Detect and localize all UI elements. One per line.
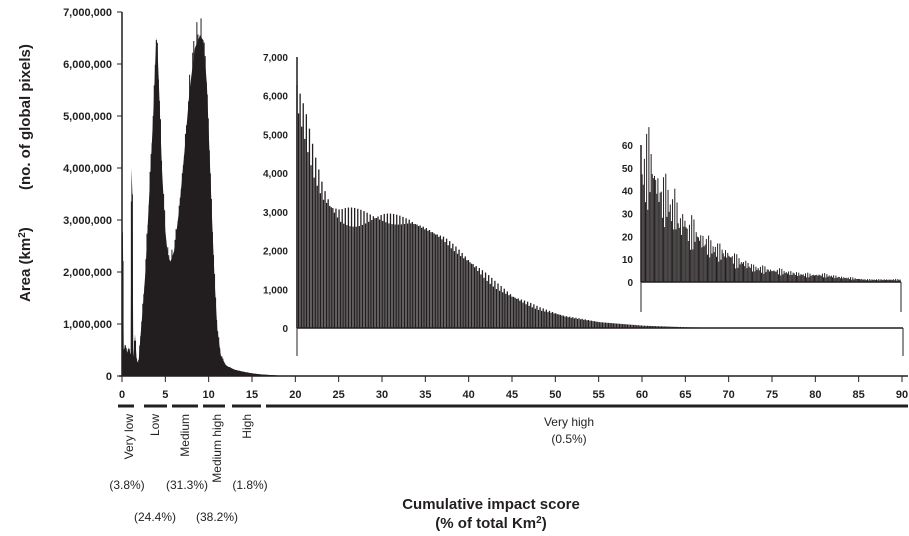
category-percent-low: (24.4%) (134, 510, 176, 524)
inset-1-bars (296, 84, 730, 328)
inset-2-y-tick-label: 0 (627, 278, 633, 289)
main-x-tick-label: 80 (809, 389, 821, 401)
main-x-tick-label: 85 (853, 389, 865, 401)
x-axis-title-line-1: Cumulative impact score (402, 496, 580, 513)
category-label-low: Low (148, 414, 162, 436)
category-label-very-low: Very low (122, 414, 136, 460)
category-percent-very-high: (0.5%) (551, 432, 586, 446)
x-axis-title-line-2: (% of total Km2) (435, 515, 546, 532)
category-percent-medium-high: (38.2%) (196, 510, 238, 524)
category-percent-high: (1.8%) (232, 478, 267, 492)
category-label-high: High (240, 414, 254, 439)
main-y-tick-label: 4,000,000 (63, 163, 112, 175)
main-y-tick-label: 6,000,000 (63, 59, 112, 71)
main-x-tick-label: 45 (506, 389, 518, 401)
category-percent-medium: (31.3%) (166, 478, 208, 492)
main-y-tick-label: 7,000,000 (63, 7, 112, 19)
y-axis-title-pixels: (no. of global pixels) (17, 44, 34, 190)
main-x-tick-label: 40 (463, 389, 475, 401)
main-x-tick-label: 0 (119, 389, 125, 401)
main-x-tick-label: 60 (636, 389, 648, 401)
category-percent-very-low: (3.8%) (109, 478, 144, 492)
main-y-tick-label: 0 (106, 371, 112, 383)
main-x-tick-label: 25 (333, 389, 345, 401)
inset-1-y-tick-label: 2,000 (263, 247, 288, 258)
main-x-tick-label: 5 (162, 389, 168, 401)
main-x-tick-label: 65 (679, 389, 691, 401)
main-x-tick-label: 35 (419, 389, 431, 401)
inset-2-y-tick-label: 60 (622, 141, 634, 152)
y-axis-title-area: Area (km2) (17, 227, 34, 302)
main-y-tick-label: 1,000,000 (63, 319, 112, 331)
inset-2-y-tick-label: 50 (622, 164, 634, 175)
inset-1-y-tick-label: 6,000 (263, 92, 288, 103)
main-x-tick-label: 90 (896, 389, 908, 401)
main-y-tick-label: 2,000,000 (63, 267, 112, 279)
inset-1-y-tick-label: 4,000 (263, 169, 288, 180)
inset-1-y-tick-label: 1,000 (263, 285, 288, 296)
category-label-medium: Medium (178, 414, 192, 457)
category-label-very-high: Very high (544, 415, 594, 429)
main-x-tick-label: 55 (593, 389, 605, 401)
main-x-tick-label: 15 (246, 389, 258, 401)
inset-1-y-tick-label: 5,000 (263, 130, 288, 141)
category-label-medium-high: Medium high (210, 414, 224, 483)
main-x-tick-label: 10 (203, 389, 215, 401)
main-x-tick-label: 75 (766, 389, 778, 401)
inset-2-y-tick-label: 10 (622, 255, 634, 266)
inset-2-y-tick-label: 20 (622, 232, 634, 243)
inset-2-y-tick-label: 40 (622, 187, 634, 198)
main-y-tick-label: 3,000,000 (63, 215, 112, 227)
inset-1-y-tick-label: 3,000 (263, 208, 288, 219)
inset-2-y-tick-label: 30 (622, 210, 634, 221)
main-x-tick-label: 30 (376, 389, 388, 401)
main-distribution-spikes (121, 18, 296, 376)
inset-1-y-tick-label: 7,000 (263, 53, 288, 64)
main-y-tick-label: 5,000,000 (63, 111, 112, 123)
inset-2-bars (640, 127, 901, 282)
main-x-tick-label: 70 (723, 389, 735, 401)
main-x-tick-label: 50 (549, 389, 561, 401)
main-x-tick-label: 20 (289, 389, 301, 401)
inset-1-y-tick-label: 0 (282, 324, 288, 335)
